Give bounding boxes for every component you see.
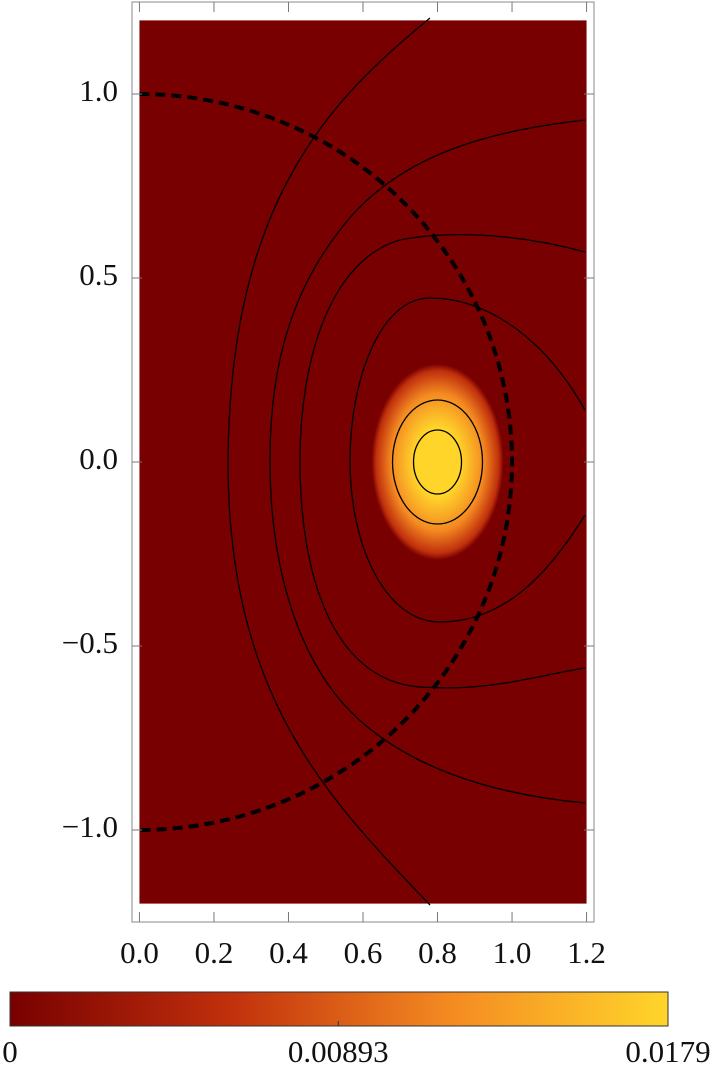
x-tick-label: 0.4 (269, 935, 308, 970)
contour-line (391, 399, 484, 525)
reference-circle (139, 92, 514, 832)
contour-line (299, 233, 586, 689)
y-tick-label: 1.0 (79, 73, 118, 108)
colorbar (9, 991, 669, 1027)
colorbar-tick-label: 0.00893 (288, 1034, 389, 1069)
y-tick-label: 0.5 (79, 257, 118, 292)
x-tick-label: 1.2 (567, 935, 606, 970)
x-tick-label: 0.6 (344, 935, 383, 970)
density-peak (371, 364, 504, 560)
colorbar-tick-label: 0 (2, 1034, 18, 1069)
contour-line (269, 119, 586, 804)
x-tick-label: 0.8 (418, 935, 457, 970)
contour-line (227, 17, 431, 906)
x-tick-label: 1.0 (493, 935, 532, 970)
density-background (139, 20, 587, 904)
x-tick-label: 0.0 (120, 935, 159, 970)
x-tick-label: 0.2 (195, 935, 234, 970)
plot-area (139, 17, 587, 906)
y-tick-label: −0.5 (62, 625, 118, 660)
y-tick-label: −1.0 (62, 809, 118, 844)
y-tick-label: 0.0 (79, 441, 118, 476)
colorbar-tick-label: 0.0179 (625, 1034, 710, 1069)
contour-line (412, 429, 463, 495)
